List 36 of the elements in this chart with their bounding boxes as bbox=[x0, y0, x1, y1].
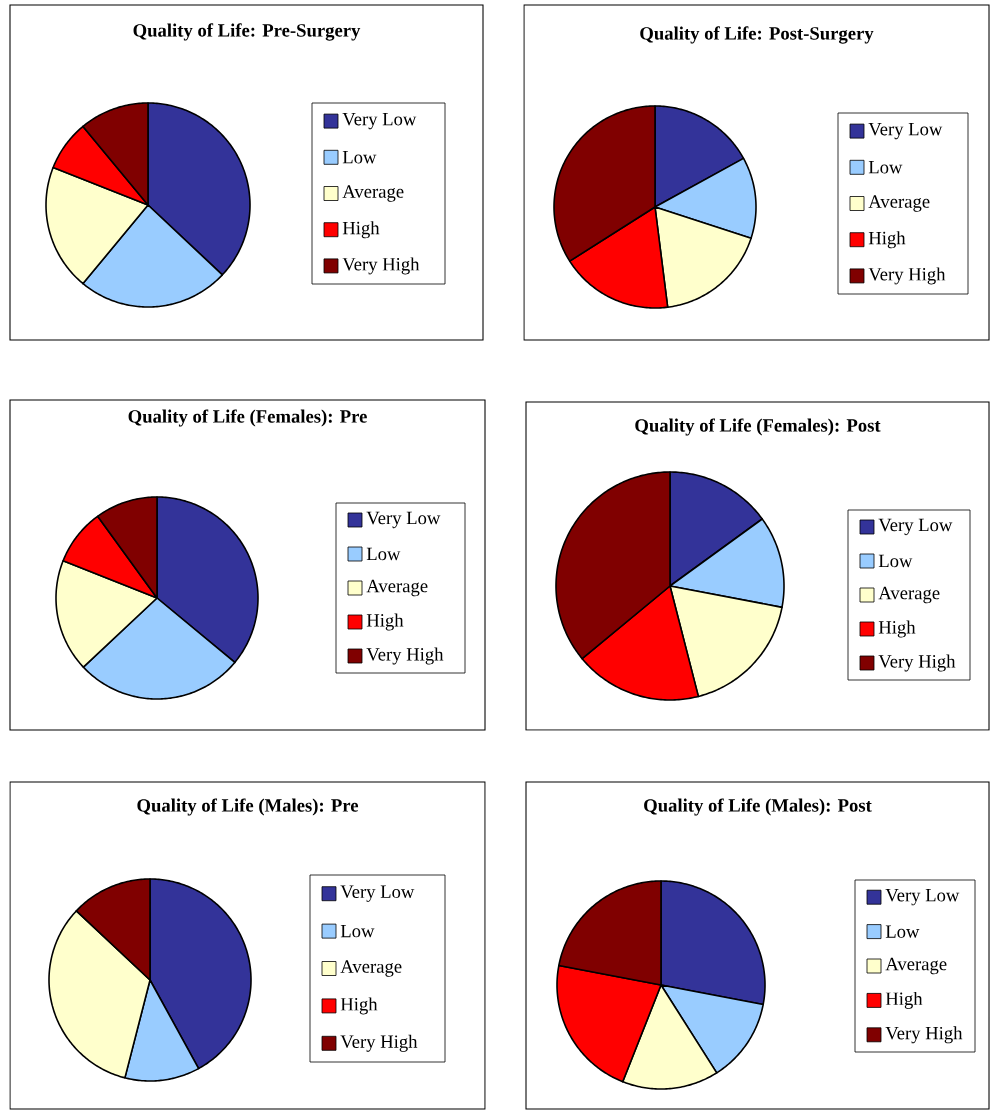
legend-label: Low bbox=[342, 151, 377, 164]
legend-label: Low bbox=[885, 925, 920, 938]
legend-label: Average bbox=[868, 195, 930, 212]
legend-label: Very High bbox=[878, 654, 956, 672]
legend-label: Very High bbox=[885, 1026, 963, 1044]
legend-label: High bbox=[878, 620, 916, 638]
legend-label: Very High bbox=[342, 257, 420, 275]
legend-label: Very Low bbox=[366, 511, 441, 529]
legend-label: High bbox=[868, 231, 906, 249]
legend-label: High bbox=[340, 997, 378, 1015]
legend-label: Low bbox=[340, 924, 375, 938]
legend-label: Very Low bbox=[340, 885, 415, 902]
legend-label: High bbox=[885, 991, 923, 1009]
legend-label: High bbox=[366, 613, 404, 631]
legend-label: High bbox=[342, 221, 380, 239]
legend-label: Average bbox=[878, 586, 940, 604]
legend-label: Average bbox=[342, 185, 404, 202]
chart-title: Quality of Life (Males): Post bbox=[644, 798, 872, 816]
legend-label: Very Low bbox=[885, 889, 960, 906]
legend-label: Very Low bbox=[878, 518, 953, 536]
legend-label: Very High bbox=[868, 267, 946, 285]
legend-label: Very High bbox=[366, 647, 444, 665]
chart-title: Quality of Life: Post-Surgery bbox=[640, 26, 874, 44]
legend-label: Low bbox=[868, 161, 903, 174]
legend-label: Average bbox=[366, 579, 428, 597]
legend-label: Low bbox=[878, 554, 913, 568]
chart-title: Quality of Life (Males): Pre bbox=[137, 798, 359, 816]
legend-label: Very Low bbox=[868, 122, 943, 140]
chart-title: Quality of Life (Females): Post bbox=[635, 418, 881, 436]
legend-label: Very High bbox=[340, 1034, 418, 1052]
legend-label: Low bbox=[366, 547, 401, 561]
legend-label: Very Low bbox=[342, 112, 417, 130]
chart-title: Quality of Life (Females): Pre bbox=[128, 409, 367, 427]
legend-label: Average bbox=[885, 957, 947, 975]
legend-label: Average bbox=[340, 960, 402, 977]
chart-title: Quality of Life: Pre-Surgery bbox=[133, 23, 361, 41]
